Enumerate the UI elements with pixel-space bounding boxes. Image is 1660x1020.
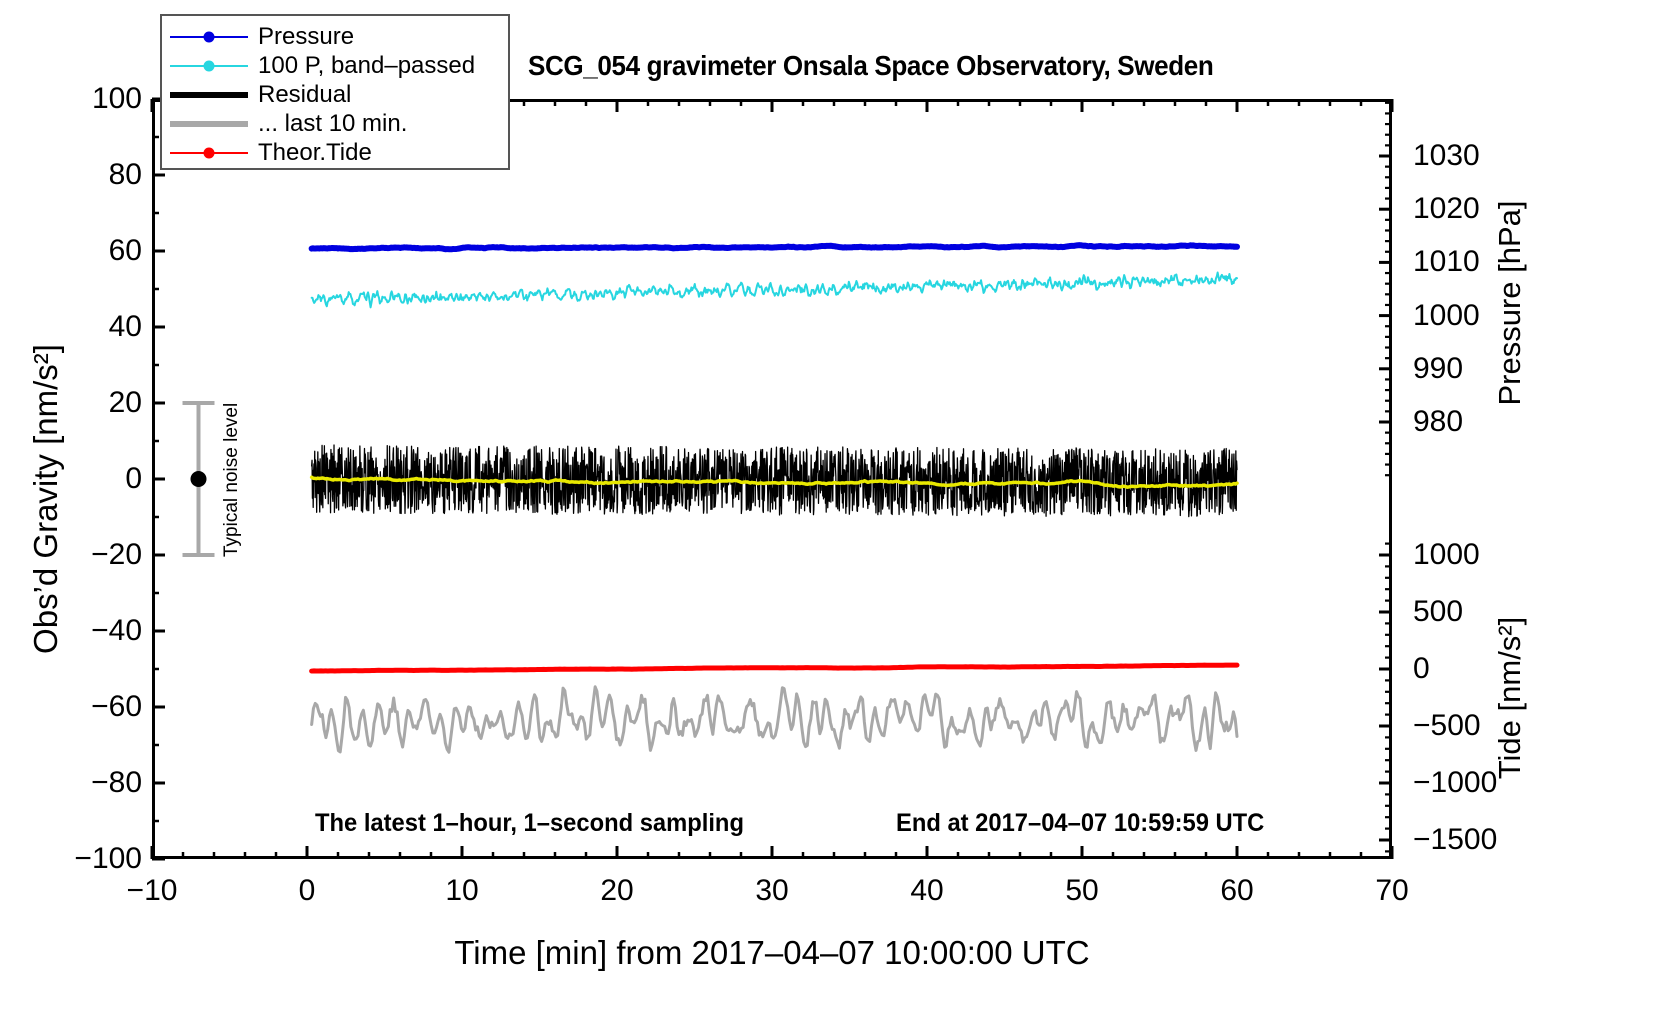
legend-marker-dot-icon <box>203 147 215 158</box>
legend-item[interactable]: Residual <box>170 80 500 109</box>
series-residual <box>311 444 1238 518</box>
noise-level-label: Typical noise level <box>220 402 242 557</box>
legend-swatch-residual-icon <box>170 83 248 107</box>
x-axis-tick-label: 40 <box>910 874 944 907</box>
series-100-p-band-passed <box>310 271 1238 309</box>
legend-label: 100 P, band–passed <box>258 51 476 79</box>
pressure-axis-tick-label: 1010 <box>1413 245 1480 279</box>
pressure-axis-tick-label: 1030 <box>1413 139 1480 172</box>
y-axis-tick-label: −60 <box>91 690 142 723</box>
chart-title: SCG_054 gravimeter Onsala Space Observat… <box>528 50 1214 81</box>
y-axis-tick-label: 100 <box>91 82 142 115</box>
series-last-10-min <box>310 685 1239 754</box>
y-axis-pressure-title: Pressure [hPa] <box>1492 200 1527 406</box>
y-axis-tick-label: −40 <box>91 614 142 647</box>
y-axis-tick-label: −20 <box>91 538 142 571</box>
legend-item[interactable]: Theor.Tide <box>170 138 500 167</box>
tide-axis-tick-label: −1500 <box>1413 823 1498 856</box>
x-axis-tick-label: 50 <box>1065 874 1099 907</box>
x-axis-tick-label: 10 <box>445 874 479 907</box>
x-axis-title: Time [min] from 2017–04–07 10:00:00 UTC <box>454 934 1090 971</box>
x-axis-tick-label: −10 <box>126 874 178 907</box>
tide-axis-tick-label: 500 <box>1413 595 1464 628</box>
legend-line <box>170 91 248 98</box>
pressure-axis-tick-label: 990 <box>1413 351 1464 385</box>
x-axis-tick-label: 20 <box>600 874 634 907</box>
tide-axis-tick-label: −500 <box>1413 709 1481 742</box>
x-axis-tick-label: 70 <box>1375 874 1409 907</box>
legend-marker-dot-icon <box>203 31 215 42</box>
pressure-axis-tick-label: 1020 <box>1413 192 1480 226</box>
series-residual-smoothed <box>309 475 1239 489</box>
legend-swatch-pressure-icon <box>170 25 248 49</box>
y-axis-tick-label: −80 <box>91 766 142 799</box>
y-axis-left-title: Obs’d Gravity [nm/s²] <box>27 344 64 654</box>
y-axis-tide-title: Tide [nm/s²] <box>1492 616 1527 780</box>
legend-box: Pressure 100 P, band–passed Residual... la… <box>160 14 510 170</box>
legend-marker-dot-icon <box>203 60 215 71</box>
series-pressure <box>308 242 1240 253</box>
end-time-note: End at 2017–04–07 10:59:59 UTC <box>896 808 1265 837</box>
series-theor-tide <box>309 662 1240 674</box>
y-axis-tick-label: 20 <box>108 386 142 419</box>
sampling-note: The latest 1–hour, 1–second sampling <box>314 808 744 837</box>
y-axis-tick-label: 80 <box>108 158 142 191</box>
legend-label: ... last 10 min. <box>258 109 408 137</box>
legend-swatch-theor-tide-icon <box>170 141 248 165</box>
y-axis-tick-label: 60 <box>108 234 142 267</box>
legend-label: Residual <box>258 80 352 108</box>
pressure-axis-tick-label: 1000 <box>1413 298 1480 332</box>
legend-item[interactable]: Pressure <box>170 22 500 51</box>
tide-axis-tick-label: 0 <box>1413 652 1430 685</box>
legend-line <box>170 120 248 127</box>
plot-data-layer <box>308 242 1240 754</box>
pressure-axis-tick-label: 980 <box>1413 405 1464 438</box>
tide-axis-tick-label: 1000 <box>1413 538 1480 571</box>
x-axis-tick-label: 0 <box>298 874 316 907</box>
y-axis-tick-label: 0 <box>125 462 142 495</box>
legend-swatch-last-10-min-icon <box>170 112 248 136</box>
tide-axis-tick-label: −1000 <box>1413 766 1498 799</box>
x-axis-tick-label: 60 <box>1220 874 1254 907</box>
y-axis-tick-label: 40 <box>108 310 142 343</box>
legend-swatch-100-p-band-passed-icon <box>170 54 248 78</box>
legend-item[interactable]: 100 P, band–passed <box>170 51 500 80</box>
legend-label: Theor.Tide <box>258 138 372 166</box>
legend-label: Pressure <box>258 22 355 50</box>
x-axis-tick-label: 30 <box>755 874 789 907</box>
y-axis-tick-label: −100 <box>74 842 142 875</box>
legend-item[interactable]: ... last 10 min. <box>170 109 500 138</box>
